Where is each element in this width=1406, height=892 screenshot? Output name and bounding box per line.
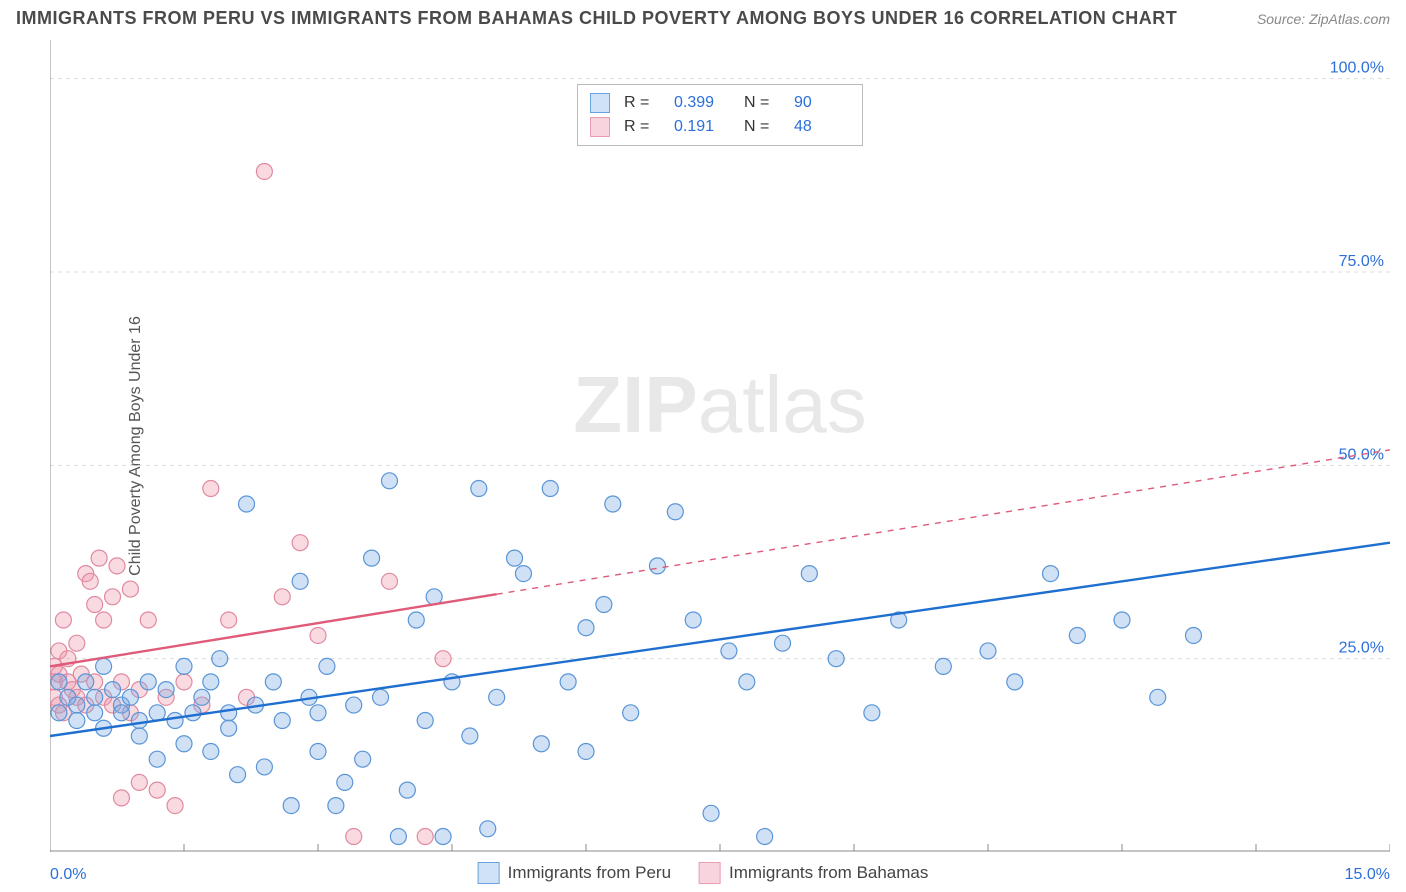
r-label: R = <box>624 115 660 139</box>
source-label: Source: <box>1257 11 1305 27</box>
legend-stats-row-peru: R = 0.399 N = 90 <box>590 91 850 115</box>
legend-label-bahamas: Immigrants from Bahamas <box>729 863 928 883</box>
source: Source: ZipAtlas.com <box>1257 11 1390 27</box>
svg-text:100.0%: 100.0% <box>1330 60 1384 77</box>
r-label: R = <box>624 91 660 115</box>
n-value-peru: 90 <box>794 91 850 115</box>
svg-text:75.0%: 75.0% <box>1339 253 1384 270</box>
r-value-peru: 0.399 <box>674 91 730 115</box>
legend-item-bahamas: Immigrants from Bahamas <box>699 862 928 884</box>
legend-series: Immigrants from Peru Immigrants from Bah… <box>478 862 929 884</box>
legend-stats-row-bahamas: R = 0.191 N = 48 <box>590 115 850 139</box>
legend-item-peru: Immigrants from Peru <box>478 862 671 884</box>
n-value-bahamas: 48 <box>794 115 850 139</box>
n-label: N = <box>744 91 780 115</box>
source-name: ZipAtlas.com <box>1309 11 1390 27</box>
n-label: N = <box>744 115 780 139</box>
legend-label-peru: Immigrants from Peru <box>508 863 671 883</box>
r-value-bahamas: 0.191 <box>674 115 730 139</box>
header: IMMIGRANTS FROM PERU VS IMMIGRANTS FROM … <box>0 0 1406 33</box>
plot-area: ZIPatlas R = 0.399 N = 90 R = 0.191 N = … <box>50 40 1390 852</box>
legend-swatch-bahamas-icon <box>699 862 721 884</box>
legend-swatch-peru <box>590 93 610 113</box>
legend-stats: R = 0.399 N = 90 R = 0.191 N = 48 <box>577 84 863 146</box>
legend-swatch-bahamas <box>590 117 610 137</box>
scatter-chart: 25.0% 50.0% 75.0% 100.0% <box>50 40 1390 852</box>
svg-text:25.0%: 25.0% <box>1339 640 1384 657</box>
x-tick-max: 15.0% <box>1345 866 1390 884</box>
x-tick-min: 0.0% <box>50 866 86 884</box>
svg-text:50.0%: 50.0% <box>1339 446 1384 463</box>
legend-swatch-peru-icon <box>478 862 500 884</box>
chart-title: IMMIGRANTS FROM PERU VS IMMIGRANTS FROM … <box>16 8 1177 29</box>
